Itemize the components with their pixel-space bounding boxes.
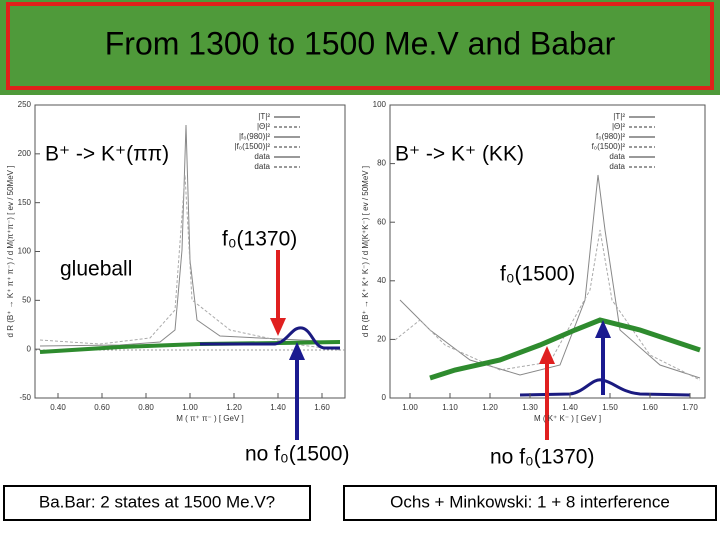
y-axis-label: d R (B⁺ → K⁺ π⁺ π⁻) / d M(π⁺π⁻) [ ev / 5… [6,166,15,338]
navy-curve [200,326,340,350]
legend-label: data [254,162,270,171]
scan-curve [39,124,341,347]
y-tick-label: 80 [377,159,386,168]
legend-label: |T|² [258,112,270,121]
x-tick-label: 1.10 [442,403,458,412]
y-tick-label: 250 [18,100,32,109]
y-tick-label: 150 [18,198,32,207]
legend-label: |Θ|² [257,122,270,131]
y-tick-label: 100 [373,100,387,109]
title: From 1300 to 1500 Me.V and Babar [105,25,616,61]
legend-label: data [609,152,625,161]
annotation: no f₀(1500) [245,443,349,466]
decay-label: B⁺ -> K⁺(ππ) [45,143,169,166]
x-tick-label: 1.30 [522,403,538,412]
legend-label: f₀(1500)|² [592,142,626,151]
y-tick-label: 40 [377,276,386,285]
state-label: f₀(1500) [500,263,575,286]
legend-label: data [254,152,270,161]
y-tick-label: 200 [18,149,32,158]
x-tick-label: 1.50 [602,403,618,412]
y-tick-label: 50 [22,295,31,304]
annotation: no f₀(1370) [490,446,594,469]
footer-text: Ochs + Minkowski: 1 + 8 interference [390,492,670,511]
legend-label: |f₀(1500)|² [235,142,271,151]
x-tick-label: 1.20 [482,403,498,412]
y-tick-label: 20 [377,335,386,344]
y-tick-label: 60 [377,217,386,226]
x-axis-label: M ( K⁺ K⁻ ) [ GeV ] [534,414,601,423]
legend-label: f₀(980)|² [596,132,625,141]
state-label: f₀(1370) [222,228,297,251]
x-tick-label: 1.00 [182,403,198,412]
y-axis-label: d R (B⁺ → K⁺ K⁺ K⁻) / d M(K⁺K⁻) [ ev / 5… [361,166,370,337]
decay-label: B⁺ -> K⁺ (KK) [395,143,524,166]
scan-curve [39,174,341,351]
y-tick-label: -50 [19,393,31,402]
y-tick-label: 0 [27,344,32,353]
title-box [6,2,714,90]
left-plot [34,104,346,440]
red-arrowhead [539,346,555,364]
x-tick-label: 1.40 [270,403,286,412]
right-plot [389,104,706,440]
x-tick-label: 1.00 [402,403,418,412]
glueball-label: glueball [60,258,132,281]
legend-label: data [609,162,625,171]
blue-arrowhead [289,342,305,360]
footer-text: Ba.Bar: 2 states at 1500 Me.V? [39,492,275,511]
x-tick-label: 1.60 [314,403,330,412]
y-tick-label: 100 [18,247,32,256]
blue-arrowhead [595,320,611,338]
green-curve [429,317,701,381]
footer-box [3,485,311,521]
legend-label: |T|² [613,112,625,121]
x-tick-label: 1.40 [562,403,578,412]
x-axis-label: M ( π⁺ π⁻ ) [ GeV ] [176,414,244,423]
y-tick-label: 0 [382,393,387,402]
footer-box [343,485,717,521]
red-arrowhead [270,318,286,336]
x-tick-label: 1.70 [682,403,698,412]
legend-label: |Θ|² [612,122,625,131]
x-tick-label: 0.40 [50,403,66,412]
x-tick-label: 1.20 [226,403,242,412]
x-tick-label: 0.60 [94,403,110,412]
x-tick-label: 1.60 [642,403,658,412]
legend-label: |f₀(980)|² [239,132,270,141]
x-tick-label: 0.80 [138,403,154,412]
